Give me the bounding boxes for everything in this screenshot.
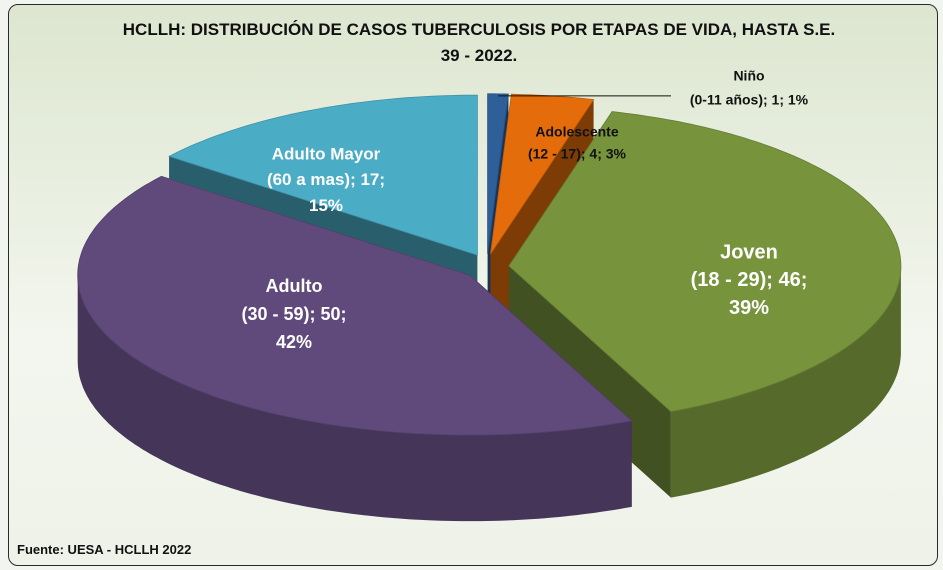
label-line: 42% — [276, 332, 312, 352]
slice-label-value: (30 - 59); 50; 42% — [241, 304, 346, 352]
label-line: (18 - 29); 46; — [691, 269, 808, 291]
label-line: (30 - 59); 50; — [241, 304, 346, 324]
slice-top — [77, 175, 633, 436]
slice-label-name: Adolescente — [535, 124, 618, 140]
chart-frame: Niño (0-11 años); 1; 1% Adolescente (12 - 1… — [8, 4, 938, 566]
slice-label-name: Adulto Mayor — [272, 144, 381, 163]
chart: Niño (0-11 años); 1; 1% Adolescente (12 - 1… — [77, 68, 902, 522]
chart-title: HCLLH: DISTRIBUCIÓN DE CASOS TUBERCULOSI… — [122, 20, 836, 65]
slice-label-value: (12 - 17); 4; 3% — [528, 146, 627, 162]
source-note: Fuente: UESA - HCLLH 2022 — [17, 542, 192, 557]
slice-label-name: Adulto — [266, 276, 323, 296]
slice-top — [168, 94, 478, 256]
slice — [77, 175, 633, 522]
slice-label-value: (18 - 29); 46; 39% — [691, 269, 808, 319]
slice-wall — [77, 275, 632, 522]
slice-top — [487, 93, 509, 254]
slice-label-value: (0-11 años); 1; 1% — [690, 92, 809, 108]
slice-label-name: Joven — [720, 241, 778, 263]
slice-label-name: Niño — [733, 68, 764, 84]
slice-label-value: (60 a mas); 17; 15% — [267, 170, 385, 215]
slice-wall — [670, 265, 901, 498]
label-line: (60 a mas); 17; — [267, 170, 385, 189]
label-line: 39% — [729, 297, 769, 319]
slice-top — [508, 111, 902, 413]
label-line: 15% — [309, 196, 343, 215]
